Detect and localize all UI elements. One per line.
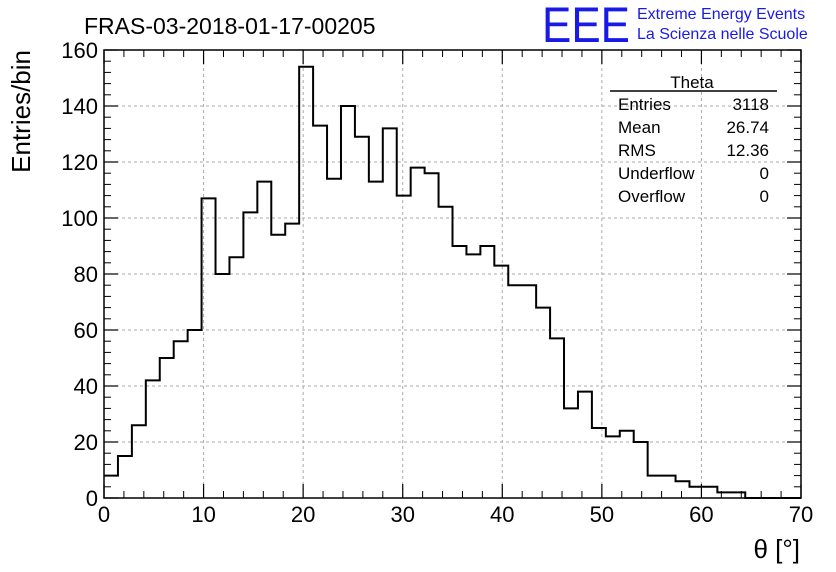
histogram-bin (606, 436, 620, 498)
x-tick-label: 40 (490, 502, 514, 527)
stats-box: Theta Entries 3118 Mean 26.74 RMS 12.36 Underf… (610, 73, 777, 206)
axis-ticks (103, 49, 802, 499)
histogram-bin (703, 487, 717, 498)
histogram-bin (480, 246, 494, 498)
x-tick-label: 0 (98, 502, 110, 527)
histogram-bin (174, 341, 188, 498)
histogram-bin (146, 380, 160, 498)
grid (104, 50, 801, 498)
stats-label: Mean (618, 118, 661, 137)
stats-title: Theta (670, 73, 714, 92)
histogram-bin (411, 168, 425, 498)
histogram-bin (508, 285, 522, 498)
histogram-bin (592, 428, 606, 498)
y-tick-label: 40 (74, 374, 98, 399)
histogram-bin (132, 425, 146, 498)
histogram-bin (216, 274, 230, 498)
x-axis-title: θ [°] (753, 534, 800, 564)
y-tick-label: 100 (61, 206, 98, 231)
stats-value: 12.36 (726, 141, 769, 160)
y-axis-title: Entries/bin (6, 50, 36, 173)
histogram-bin (439, 207, 453, 498)
histogram-bin (425, 173, 439, 498)
histogram-bin (731, 492, 745, 498)
histogram-bin (383, 128, 397, 498)
histogram-bin (341, 106, 355, 498)
stats-rows: Entries 3118 Mean 26.74 RMS 12.36 Underflow 0 Ov… (618, 95, 769, 206)
x-tick-label: 10 (191, 502, 215, 527)
histogram-bin (188, 330, 202, 498)
histogram-bin (564, 408, 578, 498)
y-tick-label: 140 (61, 94, 98, 119)
histogram-bin (313, 126, 327, 498)
stats-value: 3118 (732, 95, 769, 114)
chart-title: FRAS-03-2018-01-17-00205 (84, 13, 376, 39)
histogram-bin (662, 476, 676, 498)
histogram-bin (648, 476, 662, 498)
histogram-bin (299, 67, 313, 498)
histogram-bin (369, 182, 383, 498)
x-tick-label: 30 (390, 502, 414, 527)
histogram-bin (229, 257, 243, 498)
stats-label: RMS (618, 141, 656, 160)
logo-line-2: La Scienza nelle Scuole (637, 26, 808, 43)
histogram-bin (550, 338, 564, 498)
histogram-bin (243, 212, 257, 498)
histogram-bin (578, 392, 592, 498)
y-tick-label: 0 (86, 486, 98, 511)
x-tick-label: 60 (689, 502, 713, 527)
y-tick-labels: 0 20 40 60 80 100 120 140 160 (61, 38, 98, 511)
histogram-bin (717, 492, 731, 498)
histogram (104, 65, 801, 499)
histogram-bin (285, 224, 299, 498)
y-tick-label: 120 (61, 150, 98, 175)
stats-label: Entries (618, 95, 671, 114)
histogram-outline (104, 65, 801, 499)
histogram-bin (271, 235, 285, 498)
histogram-bin (676, 481, 690, 498)
x-tick-label: 50 (590, 502, 614, 527)
x-tick-labels: 0 10 20 30 40 50 60 70 (98, 502, 813, 527)
histogram-bin (160, 358, 174, 498)
histogram-bin (536, 308, 550, 498)
histogram-bin (453, 246, 467, 498)
histogram-bin (494, 266, 508, 498)
stats-value: 26.74 (726, 118, 769, 137)
histogram-bin (466, 254, 480, 498)
stats-value: 0 (760, 187, 769, 206)
y-tick-label: 20 (74, 430, 98, 455)
y-tick-label: 60 (74, 318, 98, 343)
histogram-bin (118, 456, 132, 498)
histogram-bin (355, 137, 369, 498)
histogram-bin (202, 198, 216, 498)
stats-label: Underflow (618, 164, 695, 183)
x-tick-label: 20 (291, 502, 315, 527)
x-tick-label: 70 (789, 502, 813, 527)
eee-logo: EEE Extreme Energy Events La Scienza nel… (542, 0, 808, 53)
histogram-bin (522, 285, 536, 498)
histogram-bin (634, 442, 648, 498)
histogram-bin (397, 196, 411, 498)
stats-value: 0 (760, 164, 769, 183)
stats-label: Overflow (618, 187, 686, 206)
logo-line-1: Extreme Energy Events (637, 6, 805, 23)
histogram-bin (257, 182, 271, 498)
histogram-bin (327, 179, 341, 498)
logo-mark: EEE (542, 0, 630, 53)
y-tick-label: 160 (61, 38, 98, 63)
y-tick-label: 80 (74, 262, 98, 287)
histogram-bin (620, 431, 634, 498)
